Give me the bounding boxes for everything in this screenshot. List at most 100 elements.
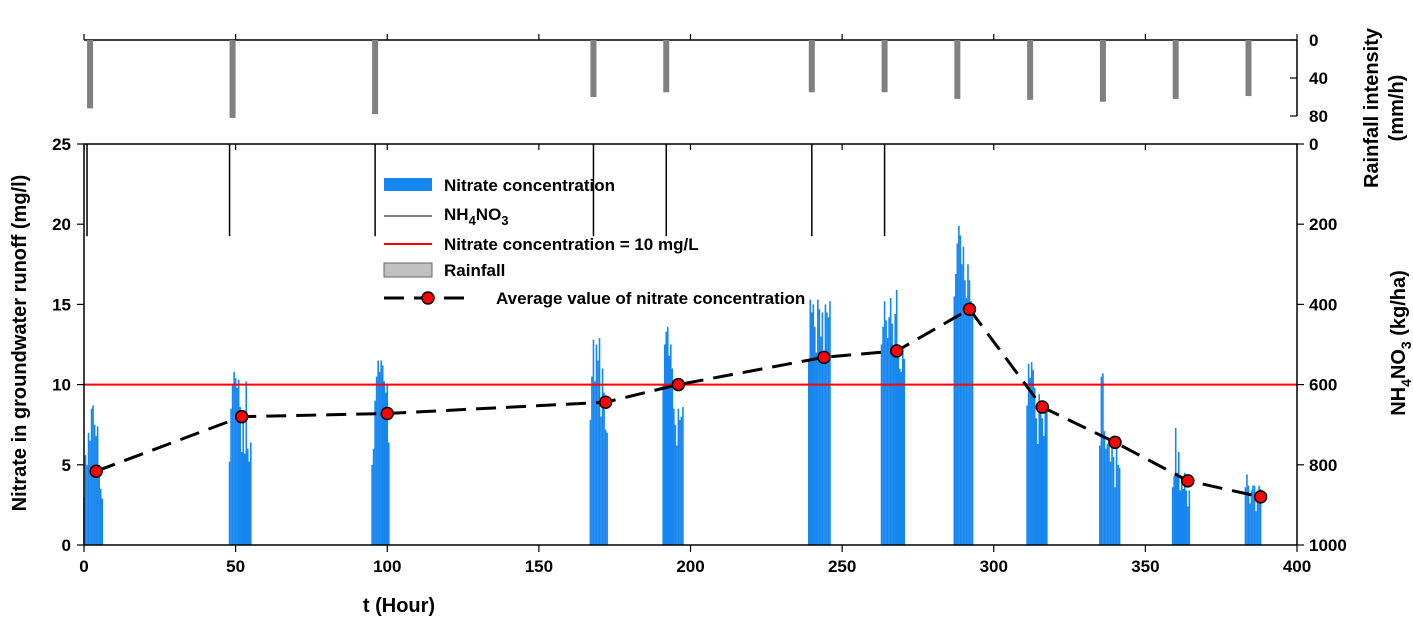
nitrate-bar: [98, 464, 100, 545]
nitrate-bar: [1114, 487, 1116, 545]
rain-axis-title-line2: (mm/h): [1386, 75, 1408, 142]
rainfall-bar: [372, 40, 379, 115]
nitrate-bar: [1042, 435, 1045, 545]
nitrate-bar: [812, 304, 815, 545]
nitrate-bar: [1103, 431, 1106, 545]
nitrate-bar: [101, 498, 103, 545]
x-tick-label: 300: [980, 557, 1008, 576]
right-tick-label: 1000: [1309, 536, 1347, 555]
nitrate-bar: [970, 301, 972, 545]
rainfall-bar: [663, 40, 670, 93]
legend-average-swatch-marker: [421, 291, 435, 305]
nitrate-bar: [239, 407, 241, 545]
nitrate-bar: [679, 419, 681, 545]
nitrate-bar: [378, 371, 381, 545]
nitrate-bar: [880, 344, 883, 545]
nitrate-bar: [1041, 418, 1044, 545]
average-marker: [817, 350, 831, 365]
nitrate-bar: [814, 326, 816, 545]
nitrate-bar: [891, 323, 893, 545]
nitrate-bar: [1112, 456, 1115, 545]
nitrate-bar: [665, 331, 668, 545]
nitrate-bar: [1105, 448, 1107, 545]
nitrate-bar: [1044, 410, 1047, 545]
left-axis-title: Nitrate in groundwater runoff (mg/l): [9, 175, 31, 512]
average-marker: [598, 395, 613, 409]
nitrate-bar: [1256, 490, 1259, 545]
nitrate-bar: [95, 435, 97, 545]
nitrate-bar: [1180, 477, 1183, 545]
nitrate-bar: [594, 381, 596, 545]
nitrate-bar: [677, 408, 680, 545]
nitrate-bar: [375, 376, 378, 545]
average-marker: [1035, 400, 1050, 414]
nitrate-bar: [1027, 363, 1030, 545]
nitrate-bar: [246, 448, 249, 545]
nitrate-bar: [231, 384, 234, 545]
nitrate-bar: [591, 376, 593, 545]
nitrate-bar: [671, 368, 674, 545]
right-tick-label: 0: [1309, 135, 1318, 154]
rainfall-bar: [1172, 40, 1179, 99]
nitrate-bar: [595, 344, 598, 545]
right-tick-label: 600: [1309, 376, 1337, 395]
nitrate-bar: [1174, 427, 1177, 545]
nitrate-bar: [962, 246, 965, 545]
average-marker: [1108, 435, 1122, 450]
nitrate-bar: [900, 371, 903, 545]
average-marker: [962, 302, 977, 316]
nitrate-bar: [386, 384, 389, 545]
nitrate-bar: [811, 312, 813, 545]
nitrate-bar: [662, 384, 665, 545]
nitrate-bar: [1173, 476, 1175, 545]
nitrate-bar: [597, 360, 599, 545]
nitrate-bar: [809, 299, 812, 545]
rainfall-bar: [1027, 40, 1034, 100]
nitrate-bar: [1247, 485, 1250, 545]
nitrate-bar: [669, 344, 672, 545]
average-marker: [380, 406, 394, 421]
nitrate-bar: [1259, 488, 1262, 545]
rainfall-bar: [229, 40, 236, 118]
nitrate-bar: [883, 301, 886, 545]
nitrate-bar: [955, 273, 957, 545]
nitrate-bar: [1115, 447, 1118, 545]
x-tick-label: 250: [828, 557, 856, 576]
nitrate-bar: [886, 338, 889, 545]
nitrate-bar: [384, 392, 387, 545]
nitrate-bar: [604, 429, 607, 545]
nitrate-bar: [245, 381, 248, 545]
x-tick-label: 200: [676, 557, 704, 576]
nitrate-bar: [592, 339, 595, 545]
nitrate-bar: [1100, 376, 1103, 545]
nitrate-bar: [821, 312, 824, 545]
nitrate-bar: [827, 317, 830, 545]
left-tick-label: 15: [52, 295, 71, 314]
nitrate-bar: [971, 310, 974, 545]
nitrate-bar: [892, 349, 895, 545]
nitrate-bar: [1106, 443, 1109, 545]
rainfall-bar: [590, 40, 597, 97]
legend: Nitrate concentration NH4NO3 Nitrate con…: [383, 176, 805, 308]
nitrate-bar: [885, 320, 887, 545]
nitrate-bar: [84, 455, 87, 545]
nitrate-bar: [240, 451, 243, 545]
x-tick-label: 100: [373, 557, 401, 576]
nitrate-bar: [1249, 503, 1251, 545]
nh4no3-lines: [86, 144, 886, 237]
nitrate-bar: [598, 338, 601, 545]
nitrate-bar: [888, 317, 890, 545]
average-marker: [1181, 474, 1195, 488]
nitrate-bar: [1030, 362, 1033, 545]
nitrate-bar: [1250, 490, 1253, 545]
left-tick-label: 25: [52, 135, 71, 154]
legend-average-label: Average value of nitrate concentration: [496, 289, 805, 308]
rain-tick-label: 40: [1309, 69, 1328, 88]
rainfall-bar: [881, 40, 888, 93]
rain-tick-label: 0: [1309, 31, 1318, 50]
nitrate-bar: [228, 461, 231, 545]
nitrate-bar: [1032, 370, 1034, 545]
nitrate-bar: [663, 344, 666, 545]
